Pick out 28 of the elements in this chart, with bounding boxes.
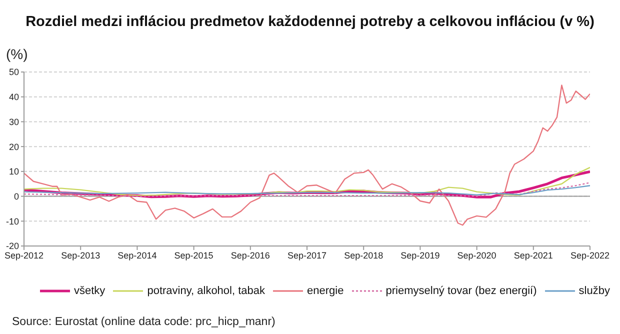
legend-label: priemyselný tovar (bez energií) (386, 285, 537, 297)
legend-label: energie (307, 285, 344, 297)
x-tick-label: Sep-2017 (287, 250, 327, 260)
y-tick-label: 50 (8, 67, 19, 78)
x-tick-label: Sep-2016 (230, 250, 270, 260)
y-tick-label: 20 (8, 142, 19, 152)
x-tick-label: Sep-2022 (570, 250, 610, 260)
legend-label: všetky (74, 285, 106, 297)
x-tick-label: Sep-2019 (400, 250, 440, 260)
y-axis-title: (%) (6, 46, 28, 62)
y-tick-label: 30 (8, 116, 19, 127)
x-tick-label: Sep-2014 (118, 250, 157, 260)
x-tick-label: Sep-2018 (344, 250, 384, 260)
chart-title: Rozdiel medzi infláciou predmetov každodennej potreby a celkovou infláciou (v %) (24, 14, 596, 30)
line-series (24, 84, 590, 226)
legend-label: potraviny, alkohol, tabak (147, 285, 266, 297)
y-tick-label: 40 (8, 92, 19, 102)
x-tick-label: Sep-2012 (4, 250, 44, 260)
y-tick-label: 10 (8, 166, 19, 177)
x-tick-label: Sep-2013 (61, 250, 100, 260)
y-tick-label: -10 (6, 216, 19, 226)
y-tick-label: 0 (14, 191, 19, 202)
legend-label: služby (578, 285, 610, 297)
x-tick-label: Sep-2021 (514, 250, 553, 260)
source-note: Source: Eurostat (online data code: prc_hicp_manr) (12, 316, 276, 328)
x-tick-label: Sep-2020 (457, 250, 496, 260)
y-tick-label: -20 (6, 241, 19, 252)
x-tick-label: Sep-2015 (174, 250, 214, 260)
